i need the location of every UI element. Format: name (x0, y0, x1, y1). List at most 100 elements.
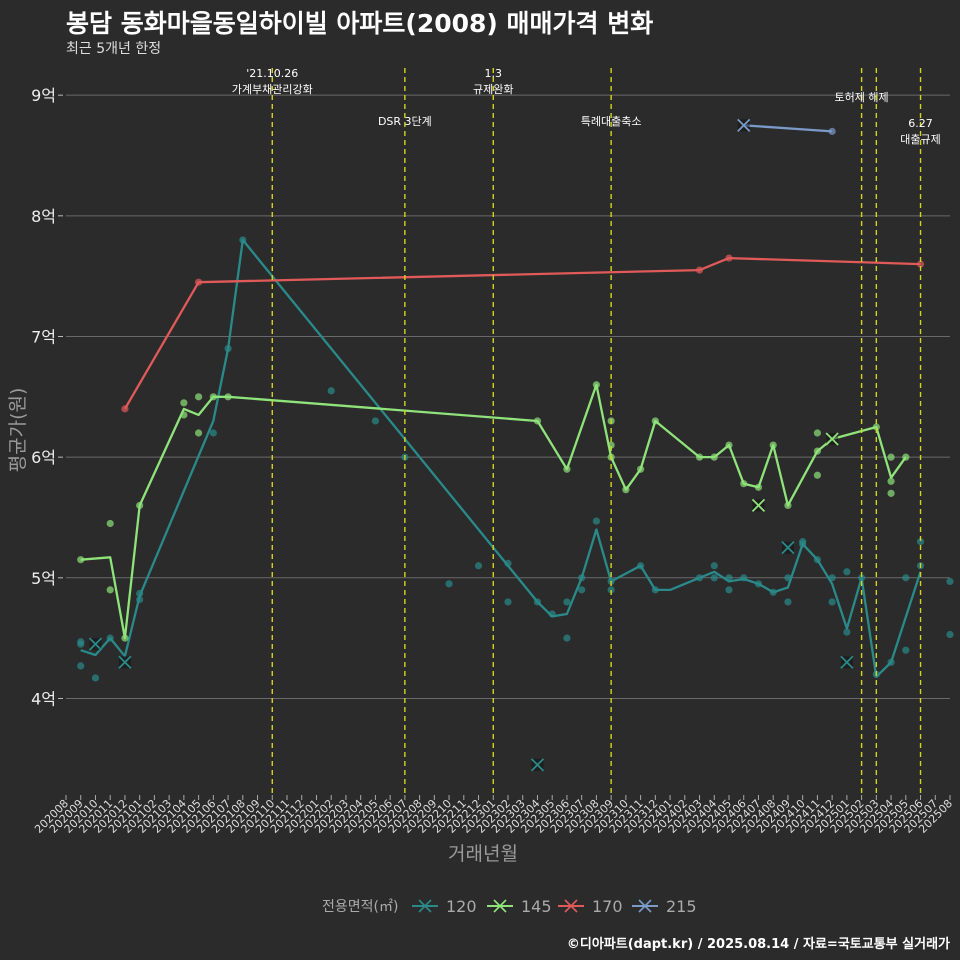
source-caption: ©디아파트(dapt.kr) / 2025.08.14 / 자료=국토교통부 실… (566, 937, 950, 952)
legend-key-cross (493, 899, 507, 913)
legend-label: 120 (446, 897, 477, 916)
y-tick-label: 7억 (31, 327, 56, 346)
data-point (740, 574, 748, 582)
data-point (224, 344, 232, 353)
data-point (77, 556, 85, 564)
data-point (813, 556, 822, 564)
data-point (710, 453, 718, 461)
data-point (725, 574, 733, 582)
data-point (592, 381, 601, 389)
y-axis-title: 평균가(원) (7, 388, 29, 473)
data-point (239, 236, 247, 244)
data-point (769, 588, 777, 596)
cross-marker (530, 758, 545, 772)
event-label: 특례대출축소 (581, 115, 642, 128)
data-point (769, 441, 777, 449)
data-point (784, 598, 792, 606)
legend: 전용면적(㎡) 120 145 170 215 (322, 897, 697, 916)
data-point (902, 574, 910, 582)
data-point (209, 393, 217, 401)
event-label: 규제완화 (473, 83, 513, 96)
data-point (578, 574, 586, 582)
data-point (828, 598, 836, 606)
data-point (136, 589, 144, 598)
data-point (887, 658, 895, 666)
data-point (548, 610, 556, 618)
data-point (887, 477, 895, 485)
data-point (622, 486, 630, 494)
data-point (651, 586, 659, 594)
data-point (77, 662, 85, 670)
cross-marker (825, 432, 839, 446)
data-point (754, 483, 763, 491)
data-point (224, 393, 232, 401)
legend-key-cross (564, 899, 578, 913)
data-point (902, 646, 910, 654)
legend-label: 215 (666, 897, 697, 916)
data-point (858, 574, 866, 582)
series-120 (77, 236, 954, 772)
data-point (754, 580, 763, 588)
data-point (504, 559, 512, 567)
series-170 (121, 254, 925, 413)
data-point (180, 411, 188, 419)
data-point (121, 634, 129, 642)
series-line-120 (80, 238, 922, 678)
data-point (327, 387, 335, 395)
data-point (916, 538, 925, 546)
data-point (695, 574, 704, 582)
data-point (813, 429, 822, 437)
data-point (813, 471, 822, 479)
data-point (784, 501, 792, 510)
series-215 (737, 118, 836, 135)
cross-marker (781, 541, 795, 555)
y-tick-label: 9억 (31, 86, 56, 105)
data-point (195, 278, 203, 286)
data-point (533, 598, 542, 606)
y-tick-label: 8억 (31, 207, 56, 226)
y-tick-label: 6억 (31, 448, 56, 467)
data-point (195, 429, 203, 437)
data-point (946, 577, 954, 586)
data-point (843, 628, 851, 636)
event-label: 6.27 (908, 117, 933, 130)
series-line-215 (743, 124, 833, 133)
data-point (180, 399, 188, 407)
data-point (563, 598, 571, 606)
data-point (695, 453, 704, 461)
data-point (695, 266, 704, 274)
legend-key-cross (638, 899, 652, 913)
data-point (813, 447, 822, 455)
legend-title: 전용면적(㎡) (322, 899, 398, 915)
event-label: '21.10.26 (246, 67, 298, 80)
legend-key-cross (418, 899, 432, 913)
event-label: 대출규제 (900, 133, 940, 146)
data-point (740, 480, 748, 488)
data-point (710, 562, 718, 570)
data-point (916, 260, 925, 268)
data-point (592, 517, 601, 525)
data-point (872, 423, 880, 431)
data-point (651, 417, 659, 425)
data-point (563, 634, 571, 642)
data-point (725, 586, 733, 594)
data-point (195, 393, 203, 401)
data-point (607, 586, 615, 594)
data-point (136, 501, 144, 510)
series-145 (77, 381, 910, 642)
cross-marker (751, 498, 766, 513)
data-point (106, 634, 114, 642)
legend-label: 170 (592, 897, 623, 916)
data-point (946, 630, 954, 639)
cross-marker (737, 118, 751, 132)
data-point (725, 441, 733, 449)
data-point (799, 538, 807, 546)
cross-marker (840, 655, 854, 669)
data-point (828, 574, 836, 582)
data-point (209, 429, 217, 437)
data-point (710, 574, 718, 582)
data-point (563, 465, 571, 473)
data-point (902, 453, 910, 461)
